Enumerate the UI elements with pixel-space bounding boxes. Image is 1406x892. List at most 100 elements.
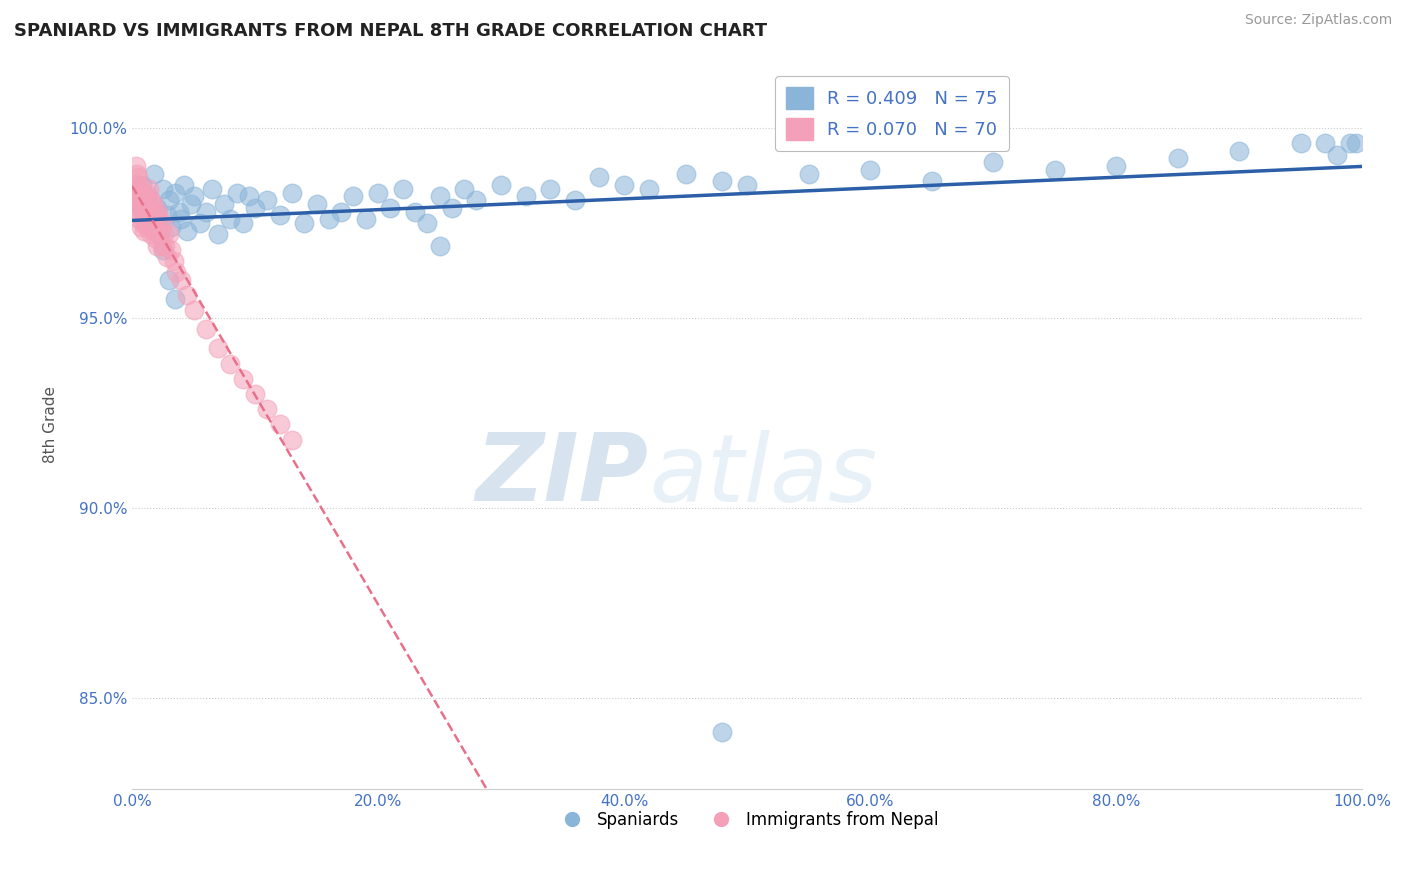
Point <box>128 193 150 207</box>
Point <box>125 197 148 211</box>
Point <box>429 239 451 253</box>
Point <box>124 178 146 192</box>
Point <box>136 208 159 222</box>
Point <box>135 197 157 211</box>
Point <box>367 186 389 200</box>
Point <box>588 170 610 185</box>
Point <box>139 212 162 227</box>
Point <box>146 204 169 219</box>
Point <box>170 212 193 227</box>
Point <box>515 189 537 203</box>
Point <box>139 216 162 230</box>
Point <box>380 201 402 215</box>
Point <box>404 204 426 219</box>
Point <box>152 243 174 257</box>
Point <box>136 193 159 207</box>
Point <box>165 186 187 200</box>
Point <box>188 216 211 230</box>
Point <box>180 197 202 211</box>
Point <box>145 216 167 230</box>
Point <box>1227 144 1250 158</box>
Point <box>981 155 1004 169</box>
Point <box>194 204 217 219</box>
Point <box>142 212 165 227</box>
Point <box>183 303 205 318</box>
Point <box>163 254 186 268</box>
Point <box>735 178 758 192</box>
Point <box>125 167 148 181</box>
Point <box>207 227 229 242</box>
Point <box>157 227 180 242</box>
Point <box>183 189 205 203</box>
Point <box>170 273 193 287</box>
Point <box>711 725 734 739</box>
Point <box>157 273 180 287</box>
Point <box>139 227 162 242</box>
Point <box>131 178 153 192</box>
Point <box>143 204 166 219</box>
Point <box>145 201 167 215</box>
Point <box>1326 147 1348 161</box>
Point <box>135 186 157 200</box>
Point <box>155 239 177 253</box>
Point <box>637 182 659 196</box>
Point <box>330 204 353 219</box>
Point <box>131 208 153 222</box>
Point <box>416 216 439 230</box>
Point <box>127 182 149 196</box>
Point <box>153 227 176 242</box>
Point <box>281 186 304 200</box>
Point <box>176 224 198 238</box>
Point <box>165 265 187 279</box>
Point <box>318 212 340 227</box>
Point <box>465 193 488 207</box>
Point <box>134 204 156 219</box>
Point <box>135 189 157 203</box>
Point <box>675 167 697 181</box>
Point <box>1339 136 1361 151</box>
Text: atlas: atlas <box>648 430 877 521</box>
Point <box>143 224 166 238</box>
Point <box>155 208 177 222</box>
Point <box>1289 136 1312 151</box>
Point <box>1166 152 1188 166</box>
Point <box>256 193 278 207</box>
Point <box>342 189 364 203</box>
Point <box>134 189 156 203</box>
Point <box>141 204 163 219</box>
Point <box>125 189 148 203</box>
Point <box>149 227 172 242</box>
Point <box>145 208 167 222</box>
Point <box>129 219 152 234</box>
Point <box>921 174 943 188</box>
Point <box>129 186 152 200</box>
Point <box>453 182 475 196</box>
Point <box>305 197 328 211</box>
Point <box>167 204 190 219</box>
Point <box>176 288 198 302</box>
Point <box>138 201 160 215</box>
Point <box>391 182 413 196</box>
Point <box>155 250 177 264</box>
Point <box>135 219 157 234</box>
Point <box>1313 136 1336 151</box>
Text: Source: ZipAtlas.com: Source: ZipAtlas.com <box>1244 13 1392 28</box>
Point <box>281 433 304 447</box>
Point <box>132 197 155 211</box>
Point <box>143 167 166 181</box>
Point <box>138 182 160 196</box>
Point <box>173 178 195 192</box>
Point <box>139 193 162 207</box>
Point <box>859 162 882 177</box>
Point <box>440 201 463 215</box>
Point <box>165 292 187 306</box>
Point <box>243 387 266 401</box>
Point <box>238 189 260 203</box>
Point <box>125 159 148 173</box>
Point <box>128 178 150 192</box>
Point <box>160 219 183 234</box>
Point <box>1344 136 1367 151</box>
Y-axis label: 8th Grade: 8th Grade <box>44 386 58 463</box>
Point <box>157 193 180 207</box>
Point <box>489 178 512 192</box>
